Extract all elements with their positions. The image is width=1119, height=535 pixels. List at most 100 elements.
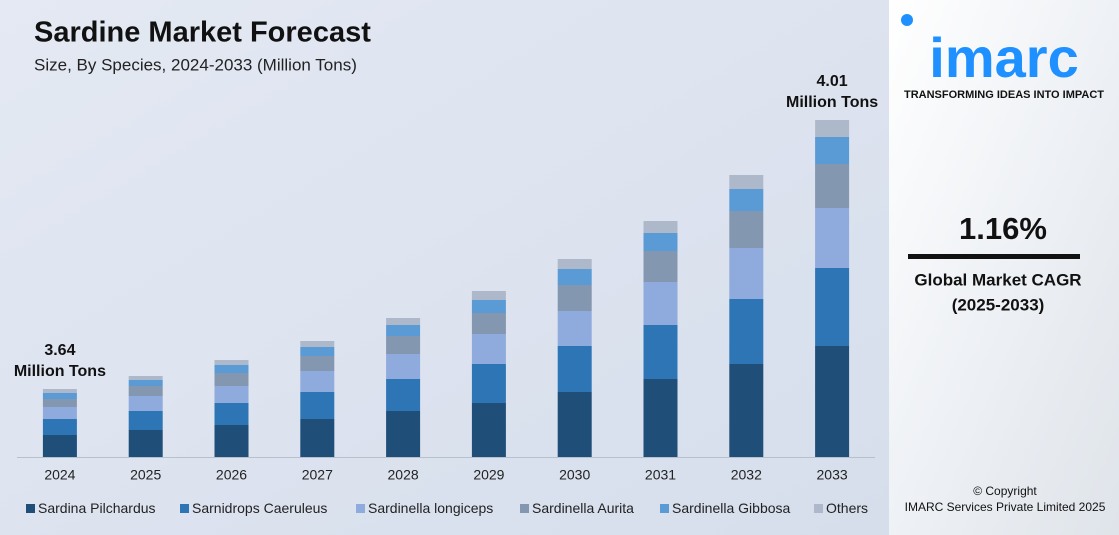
legend-label: Others (826, 500, 868, 516)
x-tick-label: 2026 (216, 467, 247, 483)
bar-segment (643, 379, 678, 457)
bar-segment (128, 376, 163, 380)
bar-segment (42, 419, 77, 435)
bar-segment (300, 341, 335, 347)
legend-label: Sardina Pilchardus (38, 500, 156, 516)
logo-dot (901, 14, 913, 26)
x-tick-label: 2024 (44, 467, 75, 483)
bar-segment (815, 208, 850, 268)
bar-segment (214, 365, 249, 373)
bar-segment (729, 175, 764, 189)
bar-segment (729, 299, 764, 364)
bar-segment (815, 268, 850, 346)
bar-segment (300, 392, 335, 419)
legend-swatch (180, 504, 189, 513)
bar-segment (300, 371, 335, 392)
legend-label: Sardinella Aurita (532, 500, 634, 516)
bar-segment (300, 347, 335, 356)
bar-segment (471, 300, 506, 313)
legend-swatch (660, 504, 669, 513)
bar-segment (471, 313, 506, 334)
legend-swatch (26, 504, 35, 513)
x-tick-label: 2028 (388, 467, 419, 483)
chart-subtitle: Size, By Species, 2024-2033 (Million Ton… (34, 55, 357, 74)
legend-swatch (814, 504, 823, 513)
sidebar-background (889, 0, 1119, 535)
bar-segment (471, 291, 506, 300)
bar-segment (214, 360, 249, 365)
bar-segment (729, 248, 764, 299)
chart-title: Sardine Market Forecast (34, 17, 371, 49)
bar-segment (815, 137, 850, 164)
annotation: 3.64 (44, 342, 75, 359)
bar-segment (729, 211, 764, 248)
bar-segment (386, 411, 421, 457)
bar-segment (128, 380, 163, 386)
bar-segment (471, 334, 506, 364)
x-tick-label: 2025 (130, 467, 161, 483)
bar-segment (42, 407, 77, 419)
bar-segment (386, 379, 421, 411)
x-tick-label: 2032 (731, 467, 762, 483)
bar-segment (643, 233, 678, 251)
bar-segment (729, 189, 764, 211)
bar-segment (643, 325, 678, 379)
bar-segment (557, 311, 592, 346)
bar-segment (386, 336, 421, 354)
bar-segment (386, 325, 421, 336)
bar-segment (557, 346, 592, 392)
bar-segment (643, 221, 678, 233)
bar-segment (214, 403, 249, 425)
bar-segment (128, 386, 163, 396)
bar-segment (557, 259, 592, 269)
bar-segment (42, 393, 77, 399)
bar-segment (386, 318, 421, 325)
bar-segment (42, 399, 77, 407)
copyright: IMARC Services Private Limited 2025 (905, 500, 1106, 514)
bar-segment (128, 411, 163, 430)
bar-segment (643, 282, 678, 325)
cagr-label: (2025-2033) (952, 295, 1045, 314)
bar-segment (128, 430, 163, 457)
x-tick-label: 2030 (559, 467, 590, 483)
bar-segment (214, 425, 249, 457)
legend-label: Sarnidrops Caeruleus (192, 500, 327, 516)
cagr-value: 1.16% (959, 211, 1047, 246)
bar-segment (42, 435, 77, 457)
x-tick-label: 2029 (473, 467, 504, 483)
legend-label: Sardinella Gibbosa (672, 500, 791, 516)
x-tick-label: 2033 (817, 467, 848, 483)
x-tick-label: 2031 (645, 467, 676, 483)
bar-segment (557, 285, 592, 311)
bar-segment (214, 386, 249, 403)
bar-segment (214, 373, 249, 386)
annotation: 4.01 (817, 73, 848, 90)
bar-segment (471, 403, 506, 457)
bar-segment (729, 364, 764, 457)
legend-swatch (356, 504, 365, 513)
annotation: Million Tons (14, 363, 106, 380)
divider (908, 254, 1080, 259)
tagline: TRANSFORMING IDEAS INTO IMPACT (904, 89, 1104, 101)
bar-segment (300, 419, 335, 457)
bar-segment (815, 346, 850, 457)
bar-segment (557, 392, 592, 457)
bar-segment (557, 269, 592, 285)
bar-segment (815, 120, 850, 137)
annotation: Million Tons (786, 94, 878, 111)
bar-segment (471, 364, 506, 403)
legend-swatch (520, 504, 529, 513)
legend-label: Sardinella longiceps (368, 500, 493, 516)
cagr-label: Global Market CAGR (914, 270, 1081, 289)
logo: imarc (929, 26, 1078, 89)
bar-segment (643, 251, 678, 282)
bar-segment (128, 396, 163, 411)
x-tick-label: 2027 (302, 467, 333, 483)
copyright: © Copyright (973, 484, 1037, 498)
bar-segment (300, 356, 335, 371)
bar-segment (815, 164, 850, 208)
bar-segment (42, 389, 77, 393)
bar-segment (386, 354, 421, 379)
